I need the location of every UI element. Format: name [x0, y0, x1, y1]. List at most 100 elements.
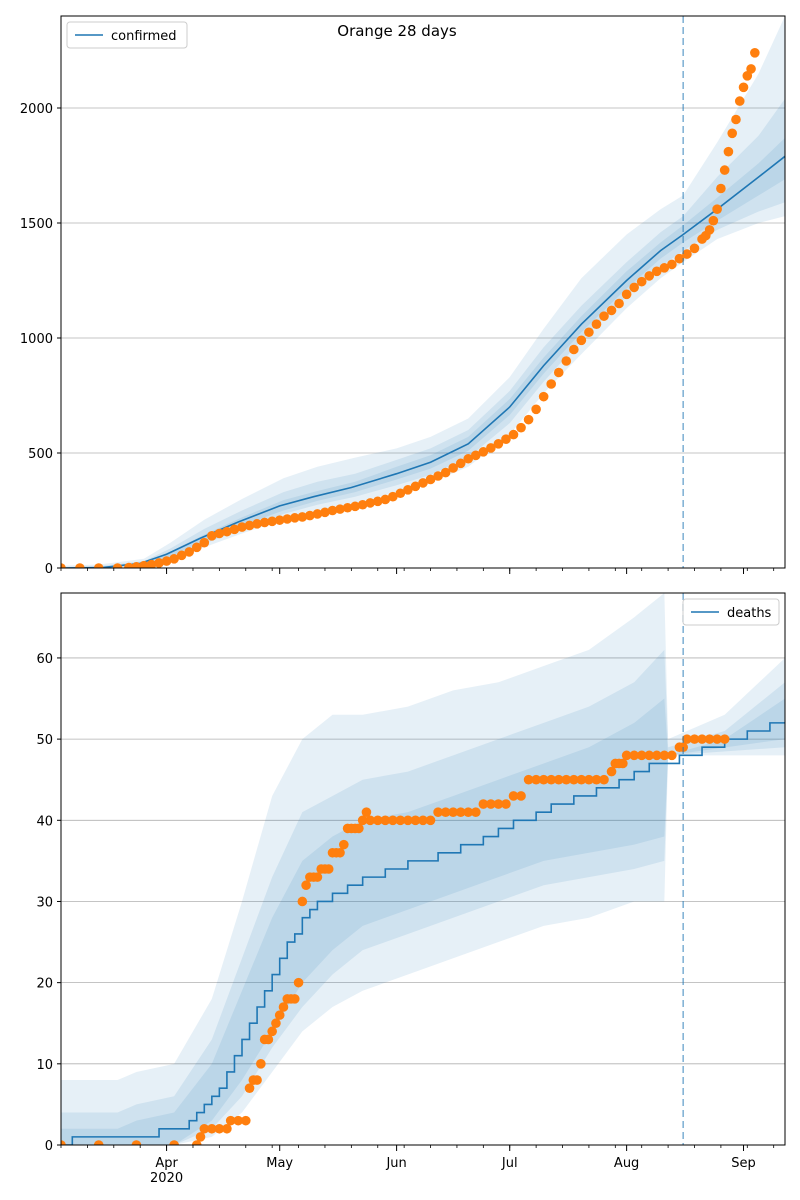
deaths-observed-point	[339, 839, 349, 850]
confirmed-median-line	[61, 155, 785, 568]
xtick-label: Apr	[155, 1156, 178, 1171]
deaths-legend-box	[682, 598, 780, 626]
confirmed-observed-point	[350, 501, 360, 512]
deaths-axes-frame	[60, 592, 786, 1146]
xtick-year-label: 2020	[150, 1171, 183, 1186]
deaths-observed-point	[455, 807, 466, 817]
deaths-observed-point	[195, 1132, 206, 1142]
confirmed-observed-point	[644, 271, 655, 281]
confirmed-observed-point	[731, 114, 741, 125]
confirmed-ytick-label: 0	[45, 562, 53, 577]
confirmed-observed-point	[508, 429, 519, 440]
confirmed-ytick-label: 500	[28, 447, 53, 462]
deaths-observed-point	[418, 815, 428, 826]
deaths-legend: deaths	[682, 598, 780, 626]
deaths-observed-point	[361, 807, 372, 817]
confirmed-observed-point	[636, 276, 647, 287]
confirmed-observed-point	[546, 379, 557, 389]
xtick-label: May	[266, 1156, 293, 1171]
confirmed-observed-point	[154, 558, 164, 568]
confirmed-observed-point	[629, 282, 639, 293]
confirmed-observed-point	[146, 559, 157, 568]
deaths-observed-point	[225, 1115, 236, 1126]
confirmed-observed-point	[478, 447, 489, 457]
deaths-observed-point	[538, 774, 549, 785]
deaths-observed-point	[561, 774, 572, 785]
confirmed-legend: confirmed	[66, 21, 188, 49]
confirmed-observed-point	[712, 204, 722, 214]
deaths-observed-point	[354, 823, 364, 834]
deaths-observed-point	[486, 799, 496, 809]
confirmed-observed-point	[380, 494, 391, 505]
deaths-uncertainty-band	[61, 593, 785, 1145]
deaths-observed-point	[470, 807, 481, 817]
confirmed-observed-point	[561, 356, 572, 366]
confirmed-observed-point	[237, 522, 247, 532]
deaths-observed-point	[599, 774, 609, 785]
deaths-observed-point	[697, 734, 707, 744]
confirmed-observed-point	[516, 422, 526, 433]
deaths-observed-point	[222, 1123, 232, 1134]
confirmed-observed-point	[139, 560, 149, 568]
confirmed-observed-point	[61, 563, 66, 568]
deaths-observed-point	[395, 815, 406, 826]
figure-title: Orange 28 days	[337, 22, 457, 40]
deaths-observed-point	[323, 864, 334, 874]
confirmed-observed-point	[448, 463, 458, 473]
confirmed-observed-point	[403, 485, 413, 495]
confirmed-observed-point	[320, 507, 330, 518]
deaths-observed-point	[207, 1123, 217, 1134]
confirmed-observed-point	[93, 563, 104, 568]
confirmed-legend-box	[66, 21, 188, 49]
deaths-observed-point	[618, 758, 628, 769]
deaths-observed-point	[569, 774, 579, 785]
deaths-observed-point	[546, 774, 557, 785]
deaths-observed-point	[372, 815, 383, 826]
confirmed-observed-point	[342, 502, 353, 513]
deaths-observed-point	[274, 1010, 285, 1020]
confirmed-observed-point	[738, 82, 749, 93]
deaths-observed-point	[312, 872, 323, 882]
deaths-ytick-label: 60	[36, 652, 53, 667]
deaths-observed-point	[301, 880, 311, 891]
confirmed-observed-point	[312, 509, 323, 519]
confirmed-observed-point	[723, 146, 734, 157]
deaths-observed-point	[297, 896, 308, 907]
confirmed-observed-point	[191, 542, 202, 553]
deaths-observed-point	[712, 734, 722, 744]
deaths-observed-point	[508, 791, 519, 801]
confirmed-observed-point	[716, 183, 726, 194]
deaths-observed-point	[659, 750, 670, 761]
deaths-ytick-label: 10	[36, 1058, 53, 1073]
deaths-observed-point	[584, 774, 594, 785]
deaths-observed-point	[682, 734, 692, 744]
deaths-observed-point	[271, 1018, 281, 1029]
deaths-ytick-label: 50	[36, 733, 53, 748]
deaths-observed-point	[576, 774, 587, 785]
confirmed-observed-point	[124, 562, 134, 568]
xtick-label: Jun	[385, 1156, 406, 1171]
confirmed-uncertainty-band	[61, 16, 785, 568]
deaths-observed-point	[629, 750, 639, 761]
xtick-label: Jul	[501, 1156, 518, 1171]
deaths-observed-point	[278, 1002, 289, 1012]
confirmed-observed-point	[267, 516, 277, 527]
confirmed-observed-point	[651, 266, 662, 277]
confirmed-observed-point	[131, 562, 142, 568]
confirmed-ytick-label: 2000	[20, 102, 53, 117]
deaths-ytick-label: 40	[36, 814, 53, 829]
deaths-observed-point	[93, 1140, 104, 1145]
deaths-uncertainty-band	[61, 698, 785, 1145]
confirmed-observed-point	[576, 335, 587, 346]
confirmed-observed-point	[425, 474, 436, 485]
deaths-observed-point	[293, 977, 304, 988]
confirmed-observed-point	[493, 439, 504, 449]
deaths-observed-point	[403, 815, 413, 826]
confirmed-observed-point	[282, 514, 293, 524]
deaths-observed-point	[591, 774, 602, 785]
confirmed-observed-point	[357, 499, 368, 510]
deaths-observed-point	[199, 1123, 210, 1134]
deaths-observed-point	[380, 815, 391, 826]
